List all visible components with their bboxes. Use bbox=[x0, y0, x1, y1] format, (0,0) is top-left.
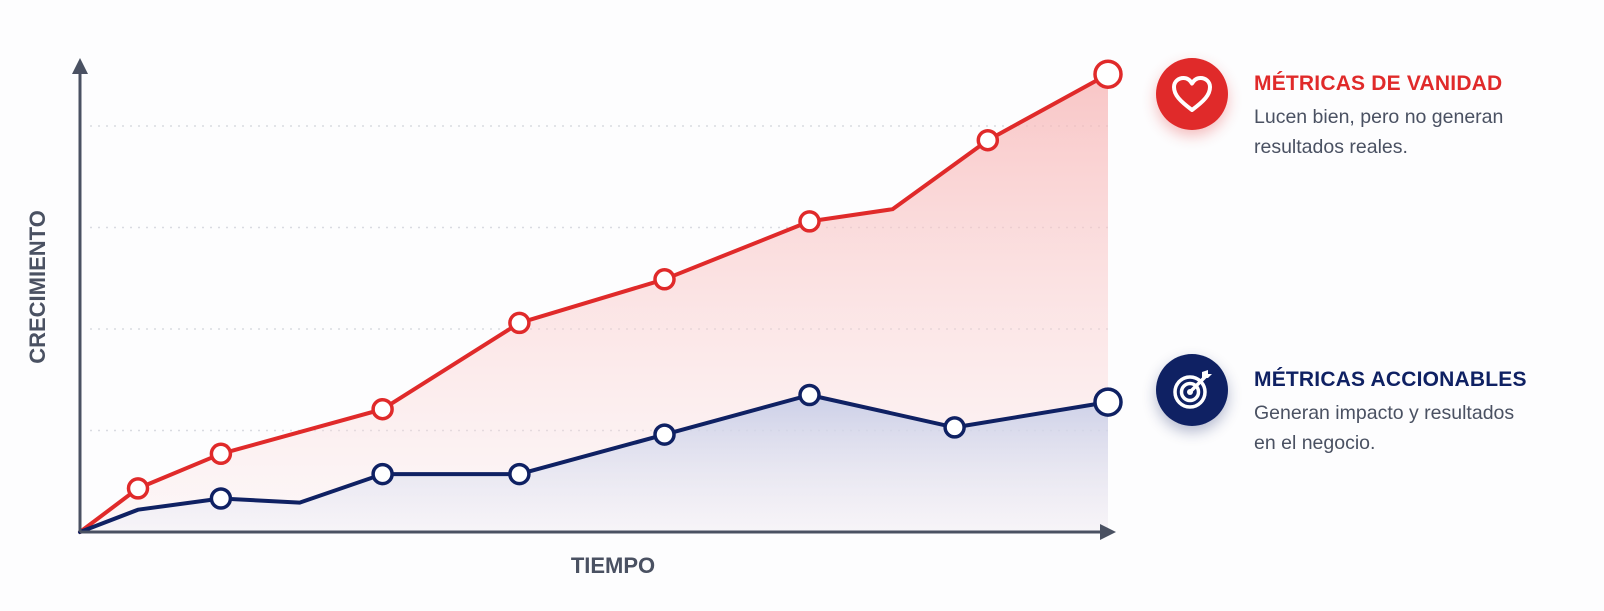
series-line-vanity bbox=[78, 72, 1110, 534]
data-point-vanity-3 bbox=[371, 397, 394, 421]
data-point-actionable-7 bbox=[1093, 387, 1123, 417]
legend-description-vanity-line1: Lucen bien, pero no generan bbox=[1254, 106, 1504, 128]
series-markers bbox=[126, 59, 1123, 510]
data-point-actionable-3 bbox=[508, 462, 531, 486]
legend-description-actionable-line2: en el negocio. bbox=[1254, 432, 1376, 454]
data-point-actionable-5 bbox=[798, 383, 821, 407]
area-fills bbox=[80, 74, 1108, 532]
heart-icon bbox=[1156, 58, 1228, 130]
data-point-actionable-1 bbox=[209, 487, 233, 510]
data-point-vanity-7 bbox=[976, 128, 1000, 152]
data-point-vanity-2 bbox=[209, 442, 233, 466]
area-actionable bbox=[80, 395, 1108, 532]
legend-description-vanity: Lucen bien, pero no generan resultados r… bbox=[1254, 102, 1574, 162]
target-arrow-icon bbox=[1156, 354, 1228, 426]
data-point-vanity-1 bbox=[126, 477, 150, 500]
data-point-actionable-4 bbox=[653, 423, 676, 446]
legend-title-actionable: MÉTRICAS ACCIONABLES bbox=[1254, 368, 1527, 391]
series-lines bbox=[78, 72, 1110, 534]
data-point-vanity-8 bbox=[1093, 59, 1123, 89]
heart-icon-glyph bbox=[1172, 76, 1212, 112]
data-point-actionable-6 bbox=[943, 416, 966, 439]
x-axis-label: TIEMPO bbox=[571, 553, 655, 578]
y-axis-label: CRECIMIENTO bbox=[25, 210, 50, 364]
legend-description-vanity-line2: resultados reales. bbox=[1254, 136, 1408, 158]
data-point-vanity-6 bbox=[798, 210, 821, 233]
data-point-vanity-5 bbox=[653, 268, 676, 291]
legend-text-vanity: MÉTRICAS DE VANIDAD Lucen bien, pero no … bbox=[1254, 72, 1574, 162]
legend-item-vanity: MÉTRICAS DE VANIDAD Lucen bien, pero no … bbox=[1156, 58, 1574, 162]
target-arrow-icon-glyph bbox=[1173, 370, 1212, 409]
axes bbox=[72, 58, 1116, 540]
series-line-actionable bbox=[78, 393, 1110, 534]
legend-description-actionable-line1: Generan impacto y resultados bbox=[1254, 402, 1515, 424]
data-point-vanity-4 bbox=[508, 311, 531, 335]
data-point-actionable-2 bbox=[371, 462, 394, 486]
y-axis-arrow bbox=[72, 58, 88, 74]
legend-title-vanity: MÉTRICAS DE VANIDAD bbox=[1254, 72, 1503, 95]
legend-item-actionable: MÉTRICAS ACCIONABLES Generan impacto y r… bbox=[1156, 354, 1574, 458]
legend-text-actionable: MÉTRICAS ACCIONABLES Generan impacto y r… bbox=[1254, 368, 1574, 458]
x-axis-arrow bbox=[1100, 524, 1116, 540]
legend-description-actionable: Generan impacto y resultados en el negoc… bbox=[1254, 398, 1574, 458]
